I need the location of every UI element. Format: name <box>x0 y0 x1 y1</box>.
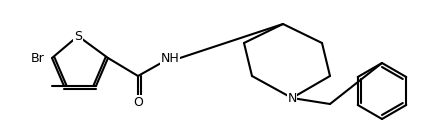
Text: Br: Br <box>30 52 44 64</box>
Text: NH: NH <box>161 52 179 64</box>
Text: S: S <box>74 30 82 42</box>
Text: N: N <box>287 92 297 104</box>
Text: O: O <box>133 95 143 109</box>
